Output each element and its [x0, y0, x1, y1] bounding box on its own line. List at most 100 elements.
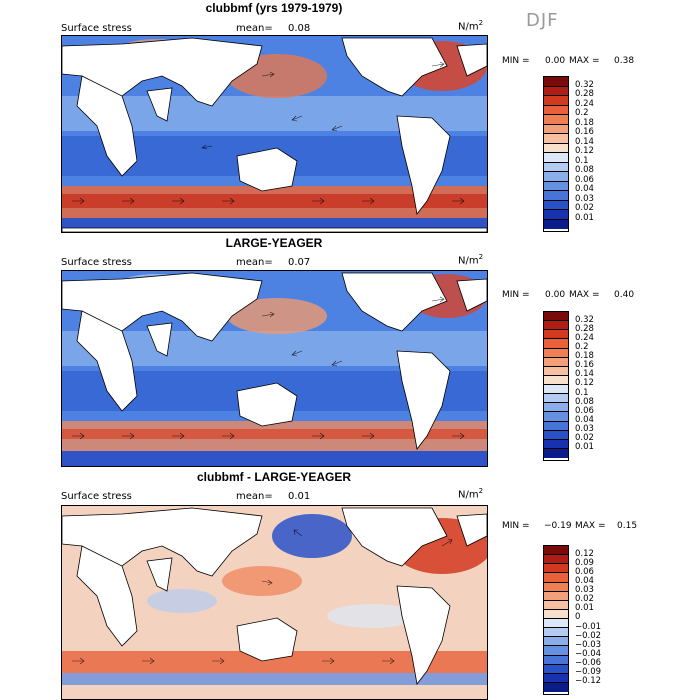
- colorbar-swatch: [544, 357, 568, 367]
- colorbar-swatch: [544, 555, 568, 565]
- colorbar-swatch: [544, 162, 568, 172]
- colorbar-swatch: [544, 609, 568, 619]
- colorbar-swatch: [544, 591, 568, 601]
- colorbar-tick-label: 0: [575, 612, 581, 623]
- colorbar-swatch: [544, 430, 568, 440]
- panel-3-min-label: MIN =: [502, 521, 530, 531]
- colorbar-swatch: [544, 682, 568, 692]
- colorbar-swatch: [544, 115, 568, 125]
- colorbar-swatch: [544, 628, 568, 638]
- colorbar-swatch: [544, 394, 568, 404]
- colorbar-tick-label: 0.14: [575, 136, 594, 147]
- panel-3-field-label: Surface stress: [61, 491, 132, 502]
- colorbar-tick-label: 0.08: [575, 396, 594, 407]
- panel-1-max-label: MAX =: [569, 56, 600, 66]
- panel-2-map: [61, 270, 488, 467]
- colorbar-tick-label: −0.12: [575, 676, 602, 687]
- colorbar-tick-label: 0.32: [575, 314, 594, 325]
- panel-2-min-label: MIN =: [502, 290, 530, 300]
- panel-2-title: LARGE-YEAGER: [225, 236, 323, 250]
- colorbar-swatch: [544, 600, 568, 610]
- panel-2-colorbar: [543, 311, 569, 461]
- panel-2-min-value: 0.00: [545, 290, 566, 300]
- colorbar-swatch: [544, 573, 568, 583]
- colorbar-tick-label: 0.04: [575, 575, 594, 586]
- colorbar-tick-label: 0.08: [575, 165, 594, 176]
- panel-3-colorbar-ticks: 0.12 0.09 0.06 0.04 0.03 0.02 0.01 0 −0.01 −0.02−…: [575, 545, 602, 686]
- colorbar-tick-label: 0.01: [575, 603, 594, 614]
- colorbar-swatch: [544, 375, 568, 385]
- panel-1-min-value: 0.00: [545, 56, 566, 66]
- panel-3-max-value: 0.15: [617, 521, 638, 531]
- colorbar-swatch: [544, 619, 568, 629]
- colorbar-tick-label: 0.03: [575, 585, 594, 596]
- colorbar-tick-label: 0.03: [575, 424, 594, 435]
- colorbar-swatch: [544, 105, 568, 115]
- colorbar-tick-label: 0.03: [575, 193, 594, 204]
- colorbar-swatch: [544, 448, 568, 458]
- panel-2-field-label: Surface stress: [61, 257, 132, 268]
- panel-3-max-label: MAX =: [575, 521, 606, 531]
- colorbar-tick-label: −0.02: [575, 630, 602, 641]
- panel-2-max-label: MAX =: [569, 290, 600, 300]
- colorbar-swatch: [544, 86, 568, 96]
- colorbar-tick-label: 0.24: [575, 332, 594, 343]
- panel-1-title: clubbmf (yrs 1979-1979): [205, 1, 343, 15]
- colorbar-tick-label: 0.2: [575, 341, 589, 352]
- panel-1-colorbar-ticks: 0.32 0.28 0.24 0.2 0.18 0.16 0.14 0.12 0.1 0.08 0.…: [575, 76, 594, 222]
- colorbar-tick-label: 0.16: [575, 127, 594, 138]
- colorbar-swatch: [544, 673, 568, 683]
- panel-3-title: clubbmf - LARGE-YEAGER: [196, 470, 351, 484]
- colorbar-tick-label: 0.09: [575, 557, 594, 568]
- colorbar-tick-label: 0.1: [575, 155, 589, 166]
- colorbar-tick-label: −0.03: [575, 639, 602, 650]
- colorbar-swatch: [544, 646, 568, 656]
- colorbar-swatch: [544, 210, 568, 220]
- colorbar-swatch: [544, 412, 568, 422]
- colorbar-swatch: [544, 96, 568, 106]
- colorbar-swatch: [544, 348, 568, 358]
- colorbar-tick-label: 0.18: [575, 351, 594, 362]
- colorbar-tick-label: 0.28: [575, 323, 594, 334]
- panel-1-colorbar: [543, 76, 569, 232]
- colorbar-tick-label: 0.16: [575, 360, 594, 371]
- colorbar-swatch: [544, 219, 568, 229]
- colorbar-swatch: [544, 366, 568, 376]
- colorbar-swatch: [544, 191, 568, 201]
- colorbar-tick-label: −0.09: [575, 667, 602, 678]
- colorbar-tick-label: 0.02: [575, 203, 594, 214]
- colorbar-swatch: [544, 439, 568, 449]
- panel-3-units: N/m2: [458, 487, 484, 501]
- colorbar-swatch: [544, 546, 568, 556]
- colorbar-swatch: [544, 421, 568, 431]
- panel-1-field-label: Surface stress: [61, 23, 132, 34]
- panel-3-min-value: −0.19: [544, 521, 572, 531]
- colorbar-tick-label: 0.12: [575, 378, 594, 389]
- panel-1-max-value: 0.38: [614, 56, 635, 66]
- colorbar-tick-label: −0.01: [575, 621, 602, 632]
- colorbar-swatch: [544, 181, 568, 191]
- panel-1-units: N/m2: [458, 19, 484, 33]
- panel-1-min-label: MIN =: [502, 56, 530, 66]
- colorbar-tick-label: 0.1: [575, 387, 589, 398]
- colorbar-tick-label: 0.32: [575, 79, 594, 90]
- panel-2-max-value: 0.40: [614, 290, 635, 300]
- colorbar-tick-label: 0.14: [575, 369, 594, 380]
- colorbar-swatch: [544, 403, 568, 413]
- colorbar-swatch: [544, 200, 568, 210]
- colorbar-swatch: [544, 637, 568, 647]
- colorbar-tick-label: 0.06: [575, 405, 594, 416]
- colorbar-tick-label: 0.12: [575, 146, 594, 157]
- colorbar-tick-label: 0.02: [575, 433, 594, 444]
- colorbar-tick-label: 0.04: [575, 184, 594, 195]
- colorbar-tick-label: 0.02: [575, 594, 594, 605]
- panel-3-mean-label: mean=: [236, 491, 273, 502]
- colorbar-tick-label: 0.01: [575, 212, 594, 223]
- colorbar-swatch: [544, 134, 568, 144]
- colorbar-swatch: [544, 321, 568, 331]
- colorbar-swatch: [544, 172, 568, 182]
- colorbar-swatch: [544, 124, 568, 134]
- colorbar-swatch: [544, 312, 568, 322]
- colorbar-tick-label: −0.06: [575, 658, 602, 669]
- panel-2-colorbar-ticks: 0.32 0.28 0.24 0.2 0.18 0.16 0.14 0.12 0.1 0.08 0.…: [575, 311, 594, 452]
